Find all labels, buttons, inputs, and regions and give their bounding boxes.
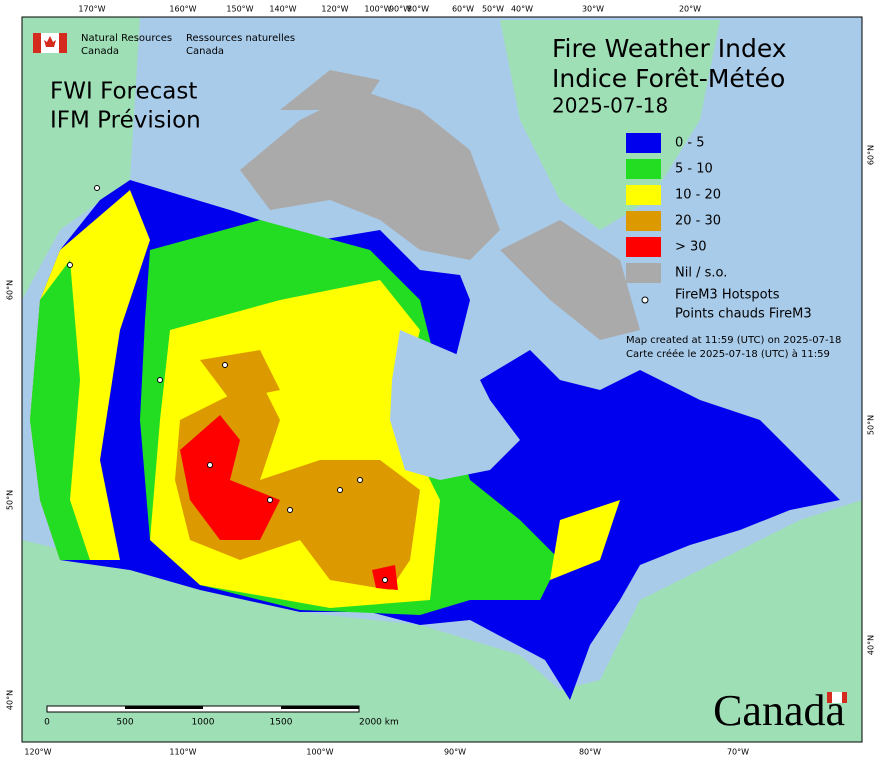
legend: 0 - 5 5 - 10 10 - 20 20 - 30 > 30 Nil / s.o. — [626, 133, 727, 283]
scale-labels: 0 500 1000 1500 2000 km — [44, 718, 399, 728]
lon-label: 100°W — [306, 748, 333, 757]
flag-band — [33, 33, 41, 53]
lon-label: 60°W — [452, 5, 474, 14]
lon-label: 20°W — [679, 5, 701, 14]
product-fr: IFM Prévision — [50, 108, 201, 134]
agency-fr: Ressources naturelles — [186, 33, 295, 44]
created: Carte créée le 2025-07-18 (UTC) à 11:59 — [626, 348, 830, 360]
scale-label: 1000 — [192, 718, 215, 728]
yellow-east — [550, 500, 620, 580]
orange-north — [200, 350, 280, 400]
hotspot — [287, 507, 293, 513]
title-fr: Indice Forêt-Météo — [552, 64, 785, 93]
scale-seg — [281, 706, 359, 709]
lon-label: 30°W — [582, 5, 604, 14]
agency-fr: Canada — [186, 46, 224, 57]
maple-leaf — [44, 36, 56, 47]
scale-label: 500 — [116, 718, 133, 728]
legend-swatch — [626, 133, 661, 153]
lon-label: 170°W — [78, 5, 105, 14]
lat-label: 40°N — [6, 690, 15, 710]
greenland — [500, 20, 720, 230]
legend-label: Nil / s.o. — [675, 266, 727, 281]
legend-swatch — [626, 211, 661, 231]
alaska — [22, 17, 140, 300]
hudson-bay — [390, 330, 520, 480]
wordmark-flag-center — [832, 692, 842, 703]
scale-seg — [125, 706, 203, 709]
legend-label: 0 - 5 — [675, 136, 705, 151]
red-zone — [180, 415, 280, 540]
lon-label: 80°W — [579, 748, 601, 757]
hotspot — [207, 462, 213, 468]
lat-label: 40°N — [867, 635, 876, 655]
hotspot-legend: FireM3 Hotspots — [675, 288, 780, 303]
west-coast-green — [30, 260, 90, 560]
hotspot — [94, 185, 100, 191]
lon-label: 70°W — [727, 748, 749, 757]
legend-swatch — [626, 185, 661, 205]
legend-label: > 30 — [675, 240, 707, 255]
lon-label: 140°W — [269, 5, 296, 14]
hotspot-legend-symbol — [641, 296, 649, 304]
legend-swatch — [626, 237, 661, 257]
product-en: FWI Forecast — [50, 79, 197, 105]
hotspots — [67, 185, 388, 583]
lat-label: 60°N — [6, 280, 15, 300]
lon-label: 120°W — [321, 5, 348, 14]
lat-label: 50°N — [6, 490, 15, 510]
lon-label: 120°W — [24, 748, 51, 757]
scale-label: 2000 km — [359, 718, 399, 728]
map-frame — [21, 16, 863, 743]
wordmark: Canada — [713, 686, 845, 735]
baffin-island — [500, 220, 640, 340]
hotspot — [267, 497, 273, 503]
arctic-islands — [240, 90, 500, 260]
date: 2025-07-18 — [552, 94, 668, 118]
lon-label: 50°W — [482, 5, 504, 14]
agency-en: Canada — [81, 46, 119, 57]
hotspot — [337, 487, 343, 493]
legend-swatch — [626, 159, 661, 179]
graticule-labels: 170°W 160°W 150°W 140°W 120°W 100°W90°W80°W 60… — [6, 5, 876, 757]
flag-band — [59, 33, 67, 53]
hotspot — [157, 377, 163, 383]
hotspot — [382, 577, 388, 583]
agency-en: Natural Resources — [81, 33, 172, 44]
lon-label: 150°W — [226, 5, 253, 14]
hotspot — [67, 262, 73, 268]
lon-label: 80°W — [407, 5, 429, 14]
lon-label: 40°W — [511, 5, 533, 14]
lon-label: 90°W — [444, 748, 466, 757]
lon-label: 100°W — [364, 5, 391, 14]
legend-swatch — [626, 263, 661, 283]
legend-label: 20 - 30 — [675, 214, 721, 229]
hotspot — [222, 362, 228, 368]
lat-label: 60°N — [867, 145, 876, 165]
lon-label: 90°W — [389, 5, 411, 14]
lon-label: 110°W — [169, 748, 196, 757]
hotspot — [357, 477, 363, 483]
hotspot-legend: Points chauds FireM3 — [675, 307, 812, 322]
usa — [22, 500, 862, 742]
scale-label: 1500 — [270, 718, 293, 728]
title-en: Fire Weather Index — [552, 34, 787, 63]
created: Map created at 11:59 (UTC) on 2025-07-18 — [626, 335, 841, 346]
legend-label: 10 - 20 — [675, 188, 721, 203]
lat-label: 50°N — [867, 415, 876, 435]
scale-label: 0 — [44, 718, 50, 728]
ellesmere — [280, 70, 380, 110]
legend-label: 5 - 10 — [675, 162, 713, 177]
lon-label: 160°W — [169, 5, 196, 14]
